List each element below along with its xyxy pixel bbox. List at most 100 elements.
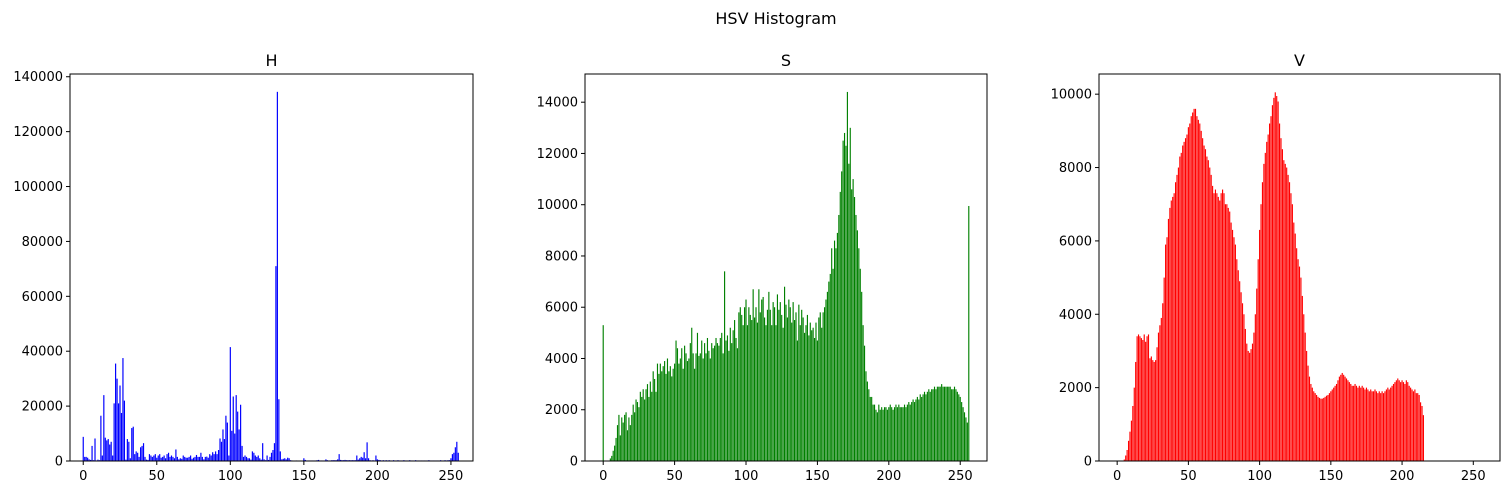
s-bar bbox=[871, 396, 873, 461]
s-bar bbox=[765, 325, 767, 461]
h-bar bbox=[212, 452, 214, 461]
s-bar bbox=[875, 409, 877, 461]
s-bar bbox=[843, 132, 846, 461]
s-bar bbox=[958, 394, 960, 461]
s-bar bbox=[641, 396, 643, 461]
v-bar bbox=[1395, 380, 1397, 461]
h-bar bbox=[232, 396, 234, 461]
s-bar bbox=[841, 171, 843, 461]
s-bar bbox=[968, 205, 970, 461]
v-bar bbox=[1223, 193, 1225, 461]
v-bar bbox=[1378, 391, 1380, 461]
h-bar bbox=[188, 456, 190, 461]
v-bar bbox=[1179, 156, 1181, 462]
h-bar bbox=[204, 456, 206, 461]
h-bar bbox=[231, 430, 233, 461]
h-bar bbox=[182, 455, 184, 461]
h-bar bbox=[269, 456, 271, 461]
s-bar bbox=[921, 396, 923, 461]
s-bar bbox=[684, 345, 686, 461]
s-bar bbox=[636, 402, 639, 461]
s-bar bbox=[782, 327, 784, 461]
h-y-tick-label: 20000 bbox=[22, 400, 63, 415]
s-bar bbox=[873, 404, 876, 461]
v-bar bbox=[1204, 149, 1207, 461]
s-x-tick-label: 150 bbox=[805, 469, 830, 484]
s-bar bbox=[945, 386, 947, 461]
h-axes-frame bbox=[69, 73, 474, 462]
s-bar bbox=[959, 396, 961, 461]
s-bar bbox=[876, 412, 878, 461]
s-bar bbox=[885, 407, 887, 461]
h-panel-title: H bbox=[265, 51, 277, 70]
s-bar bbox=[823, 307, 826, 461]
s-bar bbox=[629, 425, 631, 461]
s-bar bbox=[892, 409, 894, 461]
h-bar bbox=[266, 455, 268, 461]
v-bar bbox=[1347, 380, 1349, 461]
v-bar bbox=[1310, 383, 1312, 461]
h-bar bbox=[272, 450, 274, 461]
h-bar bbox=[88, 459, 90, 461]
s-bar bbox=[925, 394, 927, 461]
s-bar bbox=[624, 414, 626, 461]
v-bar bbox=[1407, 382, 1409, 461]
s-bar bbox=[619, 435, 621, 461]
s-bar bbox=[678, 363, 680, 461]
h-bar bbox=[200, 452, 202, 461]
h-x-tick-label: 0 bbox=[79, 469, 87, 484]
v-bar bbox=[1287, 174, 1289, 461]
h-bar bbox=[215, 451, 217, 461]
s-bar bbox=[912, 399, 914, 461]
v-bar bbox=[1264, 152, 1266, 461]
v-bar bbox=[1296, 248, 1298, 461]
v-bar bbox=[1193, 108, 1195, 461]
s-bar bbox=[745, 299, 747, 461]
s-bar bbox=[951, 389, 953, 461]
s-bar bbox=[881, 407, 883, 461]
s-bar bbox=[818, 317, 820, 461]
v-bar bbox=[1250, 349, 1252, 461]
s-bar bbox=[786, 317, 788, 461]
h-bar bbox=[90, 459, 92, 461]
h-bar bbox=[131, 428, 133, 461]
s-bar bbox=[621, 417, 623, 461]
h-bar bbox=[219, 438, 221, 461]
v-bar bbox=[1229, 211, 1231, 461]
v-bar bbox=[1130, 420, 1132, 461]
h-bar bbox=[450, 458, 452, 461]
h-bar bbox=[287, 457, 289, 461]
h-bar bbox=[366, 442, 368, 461]
s-bar bbox=[675, 340, 677, 461]
v-bar bbox=[1288, 182, 1291, 461]
s-bar bbox=[798, 304, 800, 461]
s-bar bbox=[812, 327, 814, 461]
v-bar bbox=[1260, 204, 1262, 461]
s-bar bbox=[858, 248, 860, 461]
v-bar bbox=[1219, 200, 1221, 462]
h-bar bbox=[357, 459, 359, 461]
h-bar bbox=[344, 459, 346, 461]
v-bar bbox=[1377, 393, 1379, 461]
v-bar bbox=[1222, 189, 1224, 462]
h-bar bbox=[376, 459, 378, 461]
v-bar bbox=[1189, 123, 1191, 462]
v-bar bbox=[1177, 167, 1179, 462]
s-bar bbox=[915, 399, 917, 461]
h-bar bbox=[94, 438, 96, 461]
s-bar bbox=[736, 348, 739, 461]
v-bar bbox=[1300, 277, 1302, 461]
v-y-tick-label: 6000 bbox=[1059, 234, 1092, 249]
h-bar bbox=[362, 457, 364, 461]
v-bar bbox=[1123, 459, 1125, 461]
v-bar bbox=[1387, 387, 1389, 461]
s-bar bbox=[656, 363, 659, 461]
s-bar bbox=[665, 373, 667, 461]
s-bar bbox=[682, 368, 684, 461]
h-x-tick-label: 100 bbox=[218, 469, 243, 484]
h-bar bbox=[172, 456, 174, 461]
v-bar bbox=[1394, 382, 1396, 461]
v-bar bbox=[1234, 244, 1236, 461]
v-bar bbox=[1390, 387, 1392, 461]
v-bar bbox=[1340, 374, 1342, 461]
